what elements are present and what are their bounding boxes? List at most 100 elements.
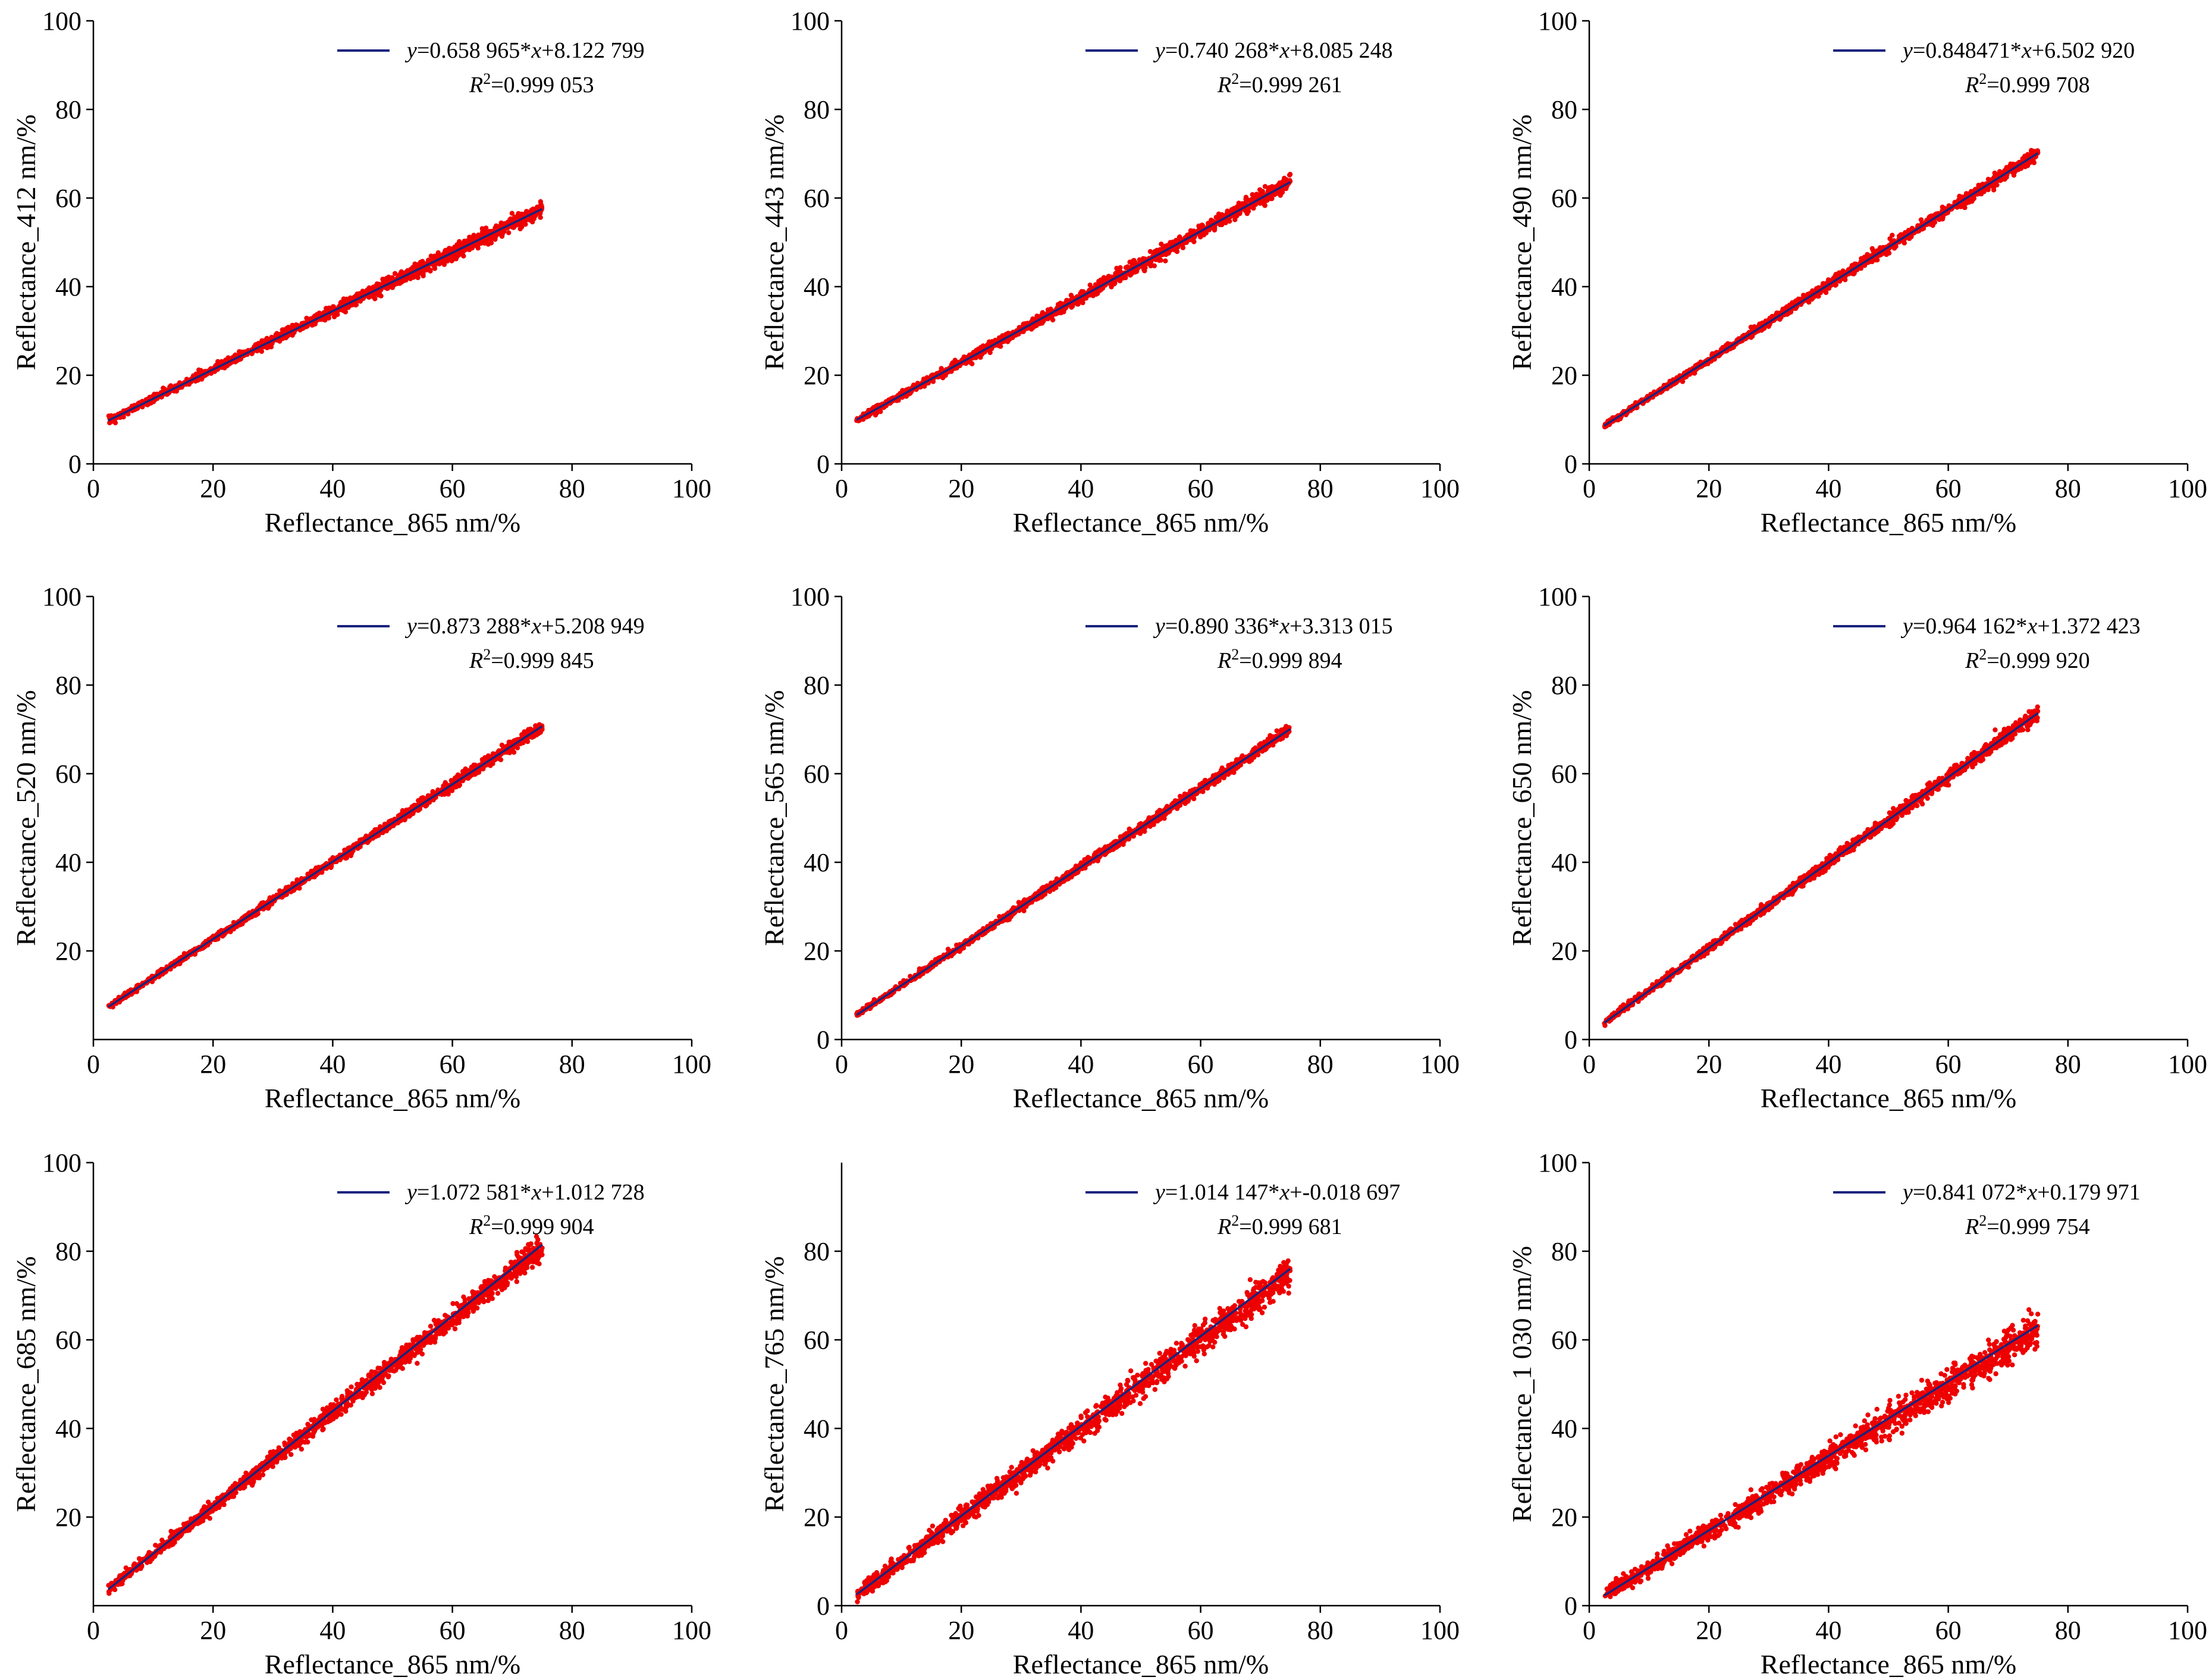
scatter-point [260, 339, 266, 344]
scatter-point [1159, 241, 1164, 247]
x-tick-label: 0 [835, 474, 848, 503]
equation-part: =0.848471* [1913, 38, 2022, 63]
scatter-point [308, 316, 314, 321]
legend-equation: y=0.658 965*x+8.122 799 [404, 38, 645, 63]
scatter-point [1907, 235, 1912, 241]
y-tick-label: 100 [790, 7, 830, 36]
y-tick-label: 40 [1551, 272, 1577, 302]
equation-part: y [1900, 38, 1913, 63]
scatter-point [1132, 259, 1138, 265]
scatter-point [444, 258, 450, 264]
y-tick-label: 20 [55, 361, 81, 390]
scatter-point [1940, 205, 1945, 210]
scatter-point [450, 253, 456, 259]
scatter-point [390, 285, 396, 290]
scatter-point [1851, 271, 1856, 277]
scatter-point [1245, 209, 1251, 214]
scatter-point [186, 381, 192, 387]
scatter-point [411, 266, 416, 271]
scatter-point [506, 230, 512, 235]
scatter-point [374, 281, 380, 287]
scatter-point [987, 350, 993, 356]
y-axis-label: Reflectance_443 nm/% [759, 114, 789, 370]
x-tick-label: 0 [1583, 474, 1596, 503]
scatter-point [1069, 295, 1075, 300]
r2-exponent: 2 [483, 70, 491, 87]
scatter-point [1165, 243, 1171, 248]
scatter-point [1243, 196, 1248, 202]
scatter-point [369, 293, 375, 299]
equation-part: x [2021, 38, 2032, 63]
equation-part: =0.740 268* [1165, 38, 1279, 63]
scatter-point [290, 322, 295, 328]
scatter-point [480, 229, 485, 235]
r2-value: =0.999 261 [1239, 73, 1342, 98]
scatter-point [312, 321, 318, 326]
scatter-point [375, 292, 381, 298]
scatter-point [1260, 189, 1265, 194]
fit-line [1604, 152, 2039, 427]
equation-part: x [531, 38, 541, 63]
scatter-point [341, 308, 346, 313]
scatter-point [509, 216, 514, 222]
scatter-point [2020, 156, 2025, 161]
scatter-point [1058, 300, 1063, 306]
scatter-point [1118, 265, 1123, 271]
scatter-point [1212, 227, 1218, 233]
equation-part: +8.085 248 [1289, 38, 1392, 63]
scatter-point [492, 225, 498, 231]
scatter-point [305, 316, 310, 322]
chart-panel-3: 0 20 40 60 80 100020406080100Reflectance_865 … [1507, 7, 2207, 538]
scatter-point [509, 211, 515, 216]
x-tick-label: 0 [87, 474, 100, 503]
scatter-point [330, 304, 336, 309]
scatter-point [1163, 258, 1168, 263]
scatter-point [1102, 277, 1107, 282]
equation-part: x [1279, 38, 1289, 63]
y-tick-label: 20 [804, 361, 830, 390]
y-tick-label: 80 [1551, 95, 1577, 124]
equation-part: +8.122 799 [541, 38, 644, 63]
scatter-point [1123, 275, 1128, 281]
scatter-point [514, 214, 519, 219]
r2-value: =0.999 053 [491, 73, 594, 98]
x-tick-label: 40 [319, 474, 346, 503]
scatter-point [1969, 199, 1975, 204]
x-tick-label: 60 [440, 474, 466, 503]
x-tick-label: 100 [672, 474, 711, 503]
y-tick-label: 60 [55, 184, 81, 213]
scatter-point [1045, 307, 1051, 313]
scatter-point [1877, 245, 1883, 250]
scatter-point [395, 281, 400, 286]
y-tick-label: 100 [42, 7, 81, 36]
r2-symbol: R [1217, 73, 1231, 98]
fit-line [108, 208, 543, 422]
y-tick-label: 40 [55, 272, 81, 302]
x-tick-label: 40 [1815, 474, 1841, 503]
scatter-point [538, 202, 544, 207]
scatter-point [335, 312, 340, 318]
chart-panel-1: 0 20 40 60 80 100020406080100Reflectance_865 … [11, 7, 711, 538]
r2-exponent: 2 [1979, 70, 1987, 87]
x-tick-label: 80 [559, 474, 585, 503]
scatter-point [415, 275, 421, 281]
x-tick-label: 100 [2168, 474, 2207, 503]
scatter-point [538, 215, 543, 220]
scatter-point [1141, 266, 1147, 272]
legend-r-squared: R2=0.999 708 [1965, 70, 2090, 98]
y-tick-label: 60 [1551, 184, 1577, 213]
scatter-point [324, 306, 329, 311]
scatter-point [2025, 163, 2031, 168]
x-tick-label: 20 [1696, 474, 1722, 503]
scatter-point [1152, 263, 1157, 269]
y-tick-label: 0 [68, 450, 81, 479]
x-tick-label: 40 [1068, 474, 1094, 503]
scatter-point [256, 341, 261, 346]
r2-symbol: R [1965, 73, 1979, 98]
scatter-point [225, 355, 231, 360]
scatter-point [521, 218, 526, 224]
scatter-point [1079, 290, 1085, 295]
